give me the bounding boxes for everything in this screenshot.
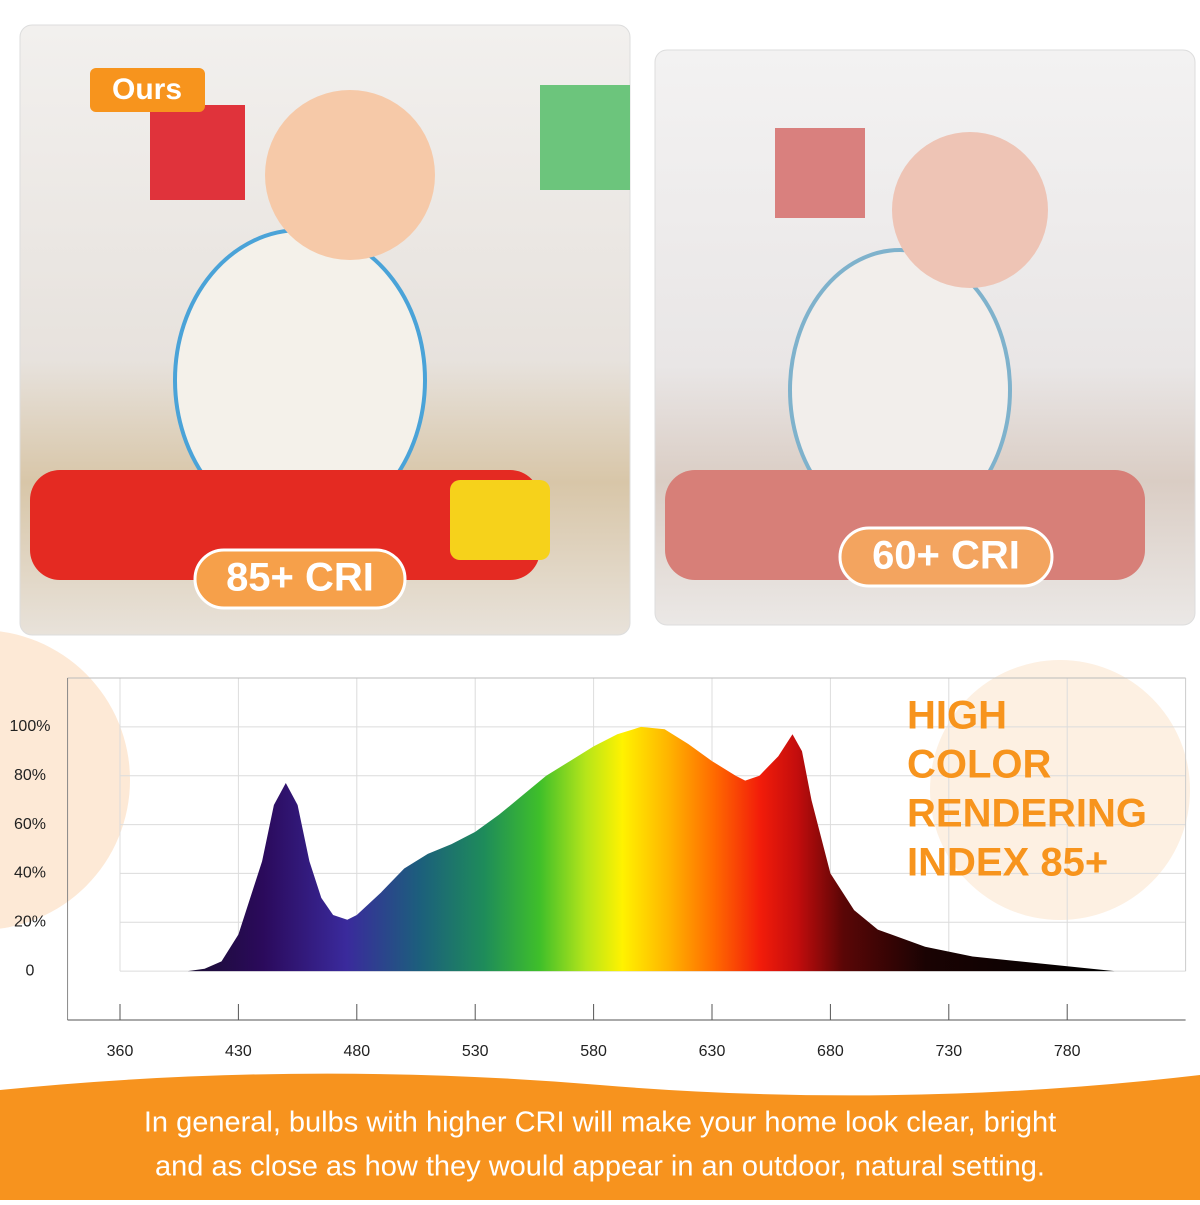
child-head bbox=[892, 132, 1048, 288]
y-tick-label: 60% bbox=[14, 816, 46, 833]
y-tick-label: 80% bbox=[14, 767, 46, 784]
caption-line: In general, bulbs with higher CRI will m… bbox=[144, 1107, 1056, 1139]
chart: 100% 80% 60% 40% 20% 0 360 430 480 530 580 630 680 73… bbox=[10, 677, 1187, 1060]
spectrum-area bbox=[120, 726, 1115, 972]
photo-label: 60+ CRI bbox=[872, 534, 1020, 578]
x-tick-label: 530 bbox=[462, 1043, 489, 1060]
child-head bbox=[265, 90, 435, 260]
toy-truck bbox=[30, 470, 540, 580]
heading: HIGH COLOR RENDERING INDEX 85+ bbox=[907, 694, 1147, 885]
toy-block bbox=[775, 128, 865, 218]
badge bbox=[90, 68, 205, 112]
x-tick-label: 780 bbox=[1054, 1043, 1081, 1060]
photo-label: 85+ CRI bbox=[226, 556, 374, 600]
toy-block bbox=[540, 85, 630, 190]
heading-line: COLOR bbox=[907, 743, 1052, 787]
x-tick-label: 430 bbox=[225, 1043, 252, 1060]
x-tick-label: 730 bbox=[935, 1043, 962, 1060]
decor bbox=[0, 631, 130, 929]
caption-band bbox=[0, 1073, 1200, 1200]
y-tick-label: 0 bbox=[26, 962, 35, 979]
decor bbox=[930, 660, 1190, 920]
heading-line: HIGH bbox=[907, 694, 1007, 738]
heading-line: RENDERING bbox=[907, 792, 1147, 836]
x-tick-label: 580 bbox=[580, 1043, 607, 1060]
label-pill bbox=[838, 526, 1054, 588]
caption: In general, bulbs with higher CRI will m… bbox=[144, 1107, 1056, 1183]
toy-block bbox=[150, 105, 245, 200]
x-tick-label: 480 bbox=[343, 1043, 370, 1060]
x-tick-label: 680 bbox=[817, 1043, 844, 1060]
y-tick-label: 40% bbox=[14, 865, 46, 882]
badge-text: Ours bbox=[112, 73, 182, 106]
caption-line: and as close as how they would appear in… bbox=[155, 1151, 1045, 1183]
x-tick-label: 630 bbox=[699, 1043, 726, 1060]
y-tick-label: 20% bbox=[14, 914, 46, 931]
toy-truck bbox=[450, 480, 550, 560]
label-pill bbox=[193, 548, 407, 610]
x-tick-label: 360 bbox=[107, 1043, 134, 1060]
y-tick-label: 100% bbox=[10, 718, 51, 735]
heading-line: INDEX 85+ bbox=[907, 841, 1108, 885]
